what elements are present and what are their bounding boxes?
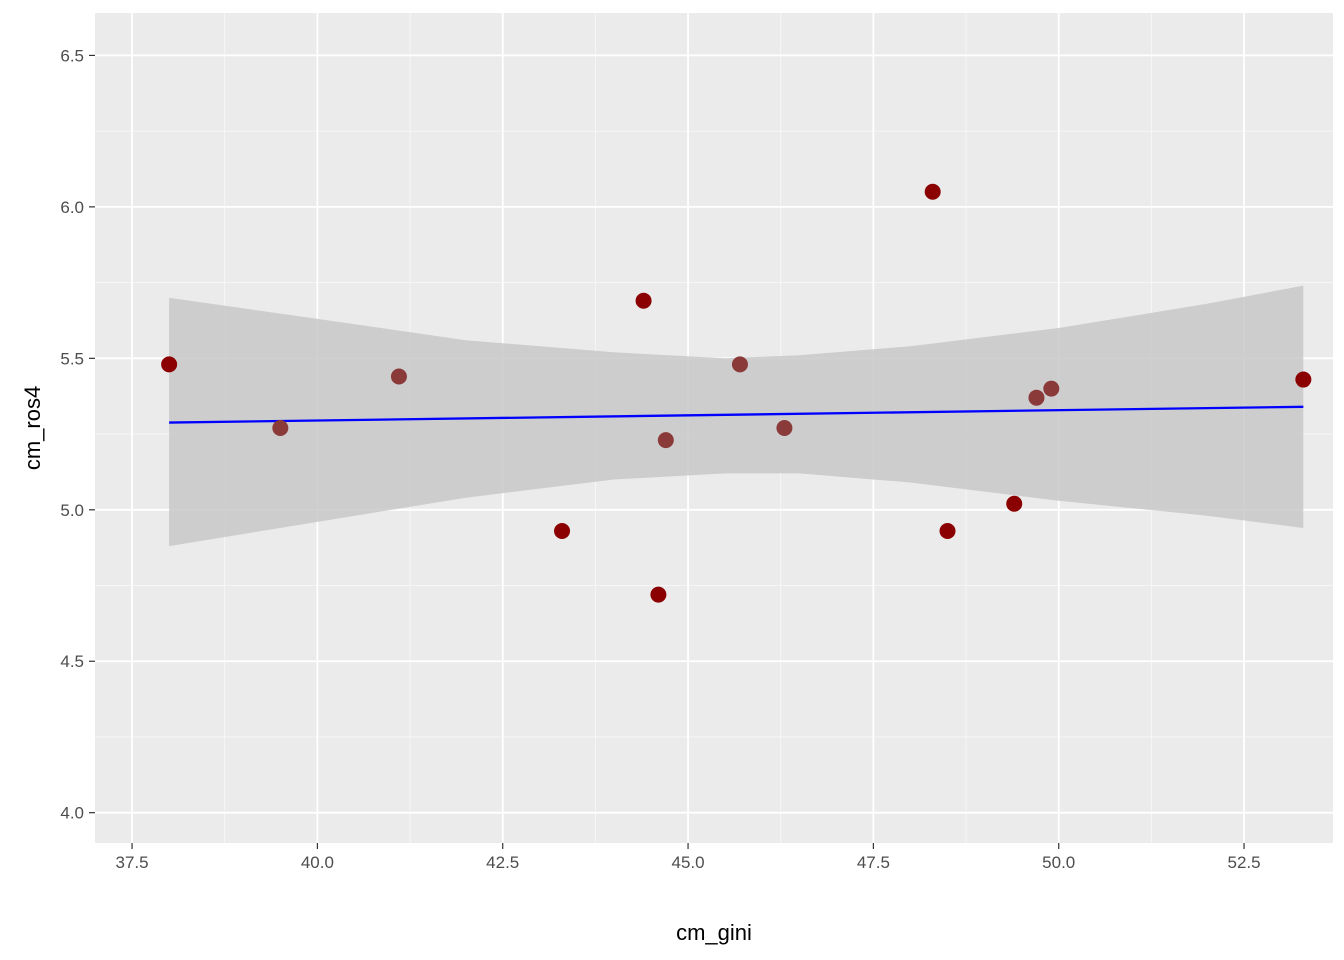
y-tick-label: 4.5 xyxy=(60,652,84,671)
y-tick-label: 4.0 xyxy=(60,804,84,823)
data-point xyxy=(650,586,667,603)
x-tick-label: 47.5 xyxy=(857,853,890,872)
x-tick-label: 50.0 xyxy=(1042,853,1075,872)
data-point xyxy=(635,292,652,309)
y-tick-label: 5.0 xyxy=(60,501,84,520)
data-point xyxy=(1028,389,1045,406)
x-tick-label: 37.5 xyxy=(116,853,149,872)
x-tick-label: 42.5 xyxy=(486,853,519,872)
data-point xyxy=(731,356,748,373)
x-axis-ticks: 37.5 40.0 42.5 45.0 47.5 50.0 52.5 xyxy=(116,843,1261,872)
y-tick-label: 6.5 xyxy=(60,46,84,65)
y-axis-title: cm_ros4 xyxy=(20,386,45,470)
data-point xyxy=(272,420,289,436)
data-point xyxy=(161,356,178,373)
confidence-band xyxy=(169,285,1304,547)
data-point xyxy=(390,368,407,385)
data-point xyxy=(776,420,793,436)
x-tick-label: 45.0 xyxy=(672,853,705,872)
y-axis-ticks: 4.0 4.5 5.0 5.5 6.0 6.5 xyxy=(60,46,95,823)
data-point xyxy=(657,432,674,449)
data-point xyxy=(1006,495,1023,512)
data-point xyxy=(1043,380,1060,397)
x-tick-label: 40.0 xyxy=(301,853,334,872)
x-axis-title: cm_gini xyxy=(676,920,752,945)
data-point xyxy=(1295,371,1312,388)
x-tick-label: 52.5 xyxy=(1227,853,1260,872)
data-points xyxy=(161,183,1312,603)
data-point xyxy=(924,183,941,200)
data-point xyxy=(554,522,571,539)
trend-line xyxy=(169,405,1304,424)
y-tick-label: 6.0 xyxy=(60,198,84,217)
y-tick-label: 5.5 xyxy=(60,349,84,368)
data-point xyxy=(939,522,956,539)
